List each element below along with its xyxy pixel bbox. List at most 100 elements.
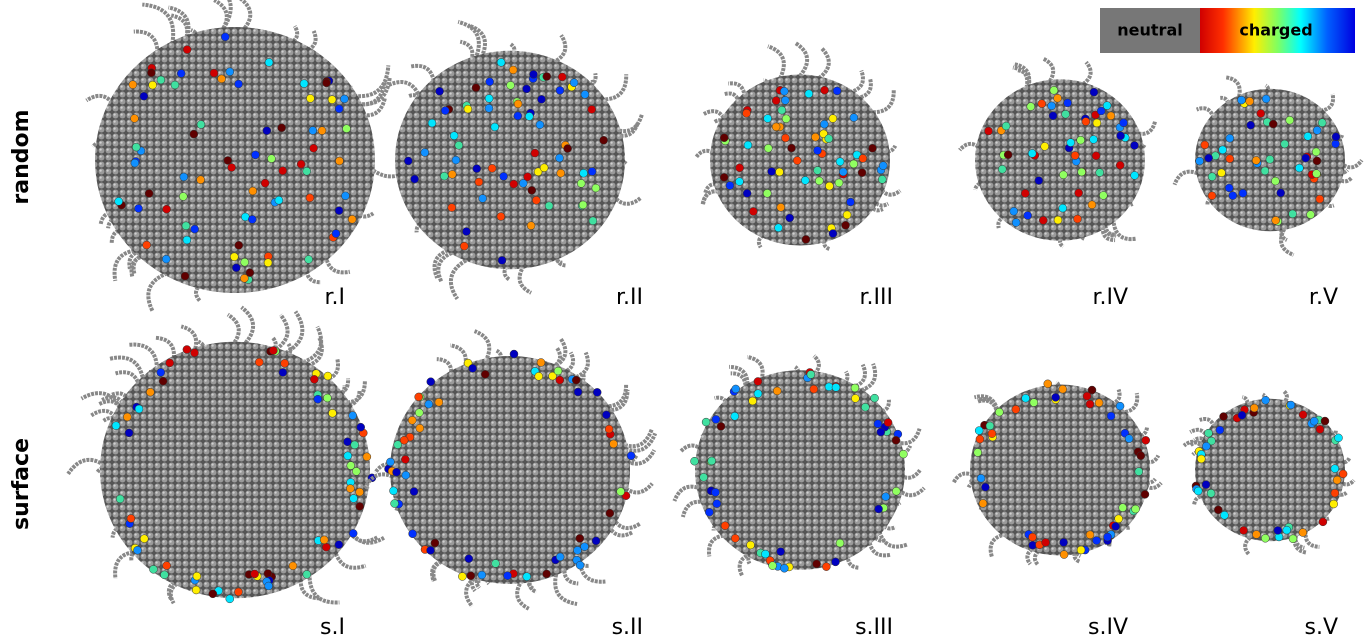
charged-bead	[780, 86, 789, 96]
charged-bead	[781, 96, 790, 105]
simulation-snapshot	[672, 354, 926, 577]
charged-bead	[274, 195, 284, 205]
charged-bead	[232, 263, 241, 273]
charged-bead	[1049, 86, 1059, 95]
charged-gradient	[1200, 8, 1355, 53]
charged-bead	[1040, 142, 1049, 151]
charged-bead	[532, 196, 541, 205]
charged-bead	[1214, 505, 1223, 515]
charged-bead	[891, 436, 901, 445]
charged-bead	[308, 126, 318, 135]
charged-bead	[334, 206, 344, 215]
charged-bead	[1200, 140, 1210, 150]
charged-bead	[1225, 154, 1235, 163]
charged-bead	[1023, 211, 1032, 220]
charged-bead	[1059, 538, 1068, 547]
charged-bead	[390, 499, 399, 508]
charged-bead	[1076, 135, 1085, 145]
charged-bead	[1092, 118, 1102, 128]
charged-bead	[401, 455, 410, 464]
charged-bead	[1332, 475, 1342, 485]
charged-bead	[1058, 203, 1067, 213]
charged-bead	[393, 440, 402, 449]
row-label: surface	[9, 438, 34, 530]
charged-bead	[263, 258, 273, 267]
charged-bead	[1303, 132, 1313, 141]
charged-bead	[555, 86, 565, 95]
charged-bead	[317, 126, 327, 135]
charged-bead	[576, 179, 586, 188]
polymer-strand	[1117, 392, 1140, 415]
polymer-strand	[155, 335, 176, 367]
charged-bead	[705, 507, 714, 517]
charged-bead	[179, 172, 189, 182]
charged-bead	[1096, 106, 1106, 116]
charged-bead	[858, 154, 868, 163]
charged-bead	[1245, 97, 1254, 106]
charged-bead	[822, 562, 831, 571]
charged-bead	[522, 84, 531, 94]
charged-bead	[240, 257, 249, 267]
charged-bead	[841, 221, 850, 230]
charged-bead	[1092, 536, 1101, 545]
charged-bead	[248, 186, 258, 196]
charged-bead	[1317, 118, 1327, 127]
charged-bead	[1011, 405, 1021, 414]
charged-bead	[1298, 410, 1308, 419]
charged-bead	[763, 114, 772, 123]
charged-bead	[1261, 94, 1271, 104]
charged-bead	[240, 274, 249, 283]
simulation-snapshot	[958, 57, 1158, 249]
charged-bead	[526, 221, 536, 230]
charged-bead	[834, 178, 844, 188]
charged-bead	[720, 521, 730, 530]
charged-bead	[230, 252, 239, 262]
charged-bead	[1106, 411, 1116, 421]
charged-bead	[1119, 118, 1128, 128]
polymer-strand	[973, 394, 1001, 418]
charged-bead	[838, 167, 848, 177]
charged-bead	[731, 534, 740, 543]
charged-bead	[719, 133, 729, 142]
charged-bead	[1082, 391, 1092, 401]
charged-bead	[485, 77, 494, 86]
charged-bead	[217, 74, 226, 84]
neutral-swatch	[1100, 8, 1200, 53]
charged-bead	[820, 85, 829, 95]
charged-bead	[1207, 172, 1217, 181]
charged-bead	[1219, 412, 1228, 421]
charged-bead	[1102, 101, 1112, 110]
charged-bead	[580, 90, 590, 99]
charged-bead	[1207, 436, 1216, 446]
charged-bead	[831, 557, 840, 567]
charged-bead	[1026, 102, 1036, 111]
charged-bead	[1103, 532, 1112, 542]
charged-bead	[1085, 530, 1095, 540]
charged-bead	[296, 159, 306, 169]
charged-bead	[162, 204, 171, 214]
charged-bead	[160, 570, 169, 580]
charged-bead	[414, 392, 423, 402]
charged-bead	[1106, 111, 1116, 121]
panel-label: s.I	[320, 615, 345, 637]
charged-bead	[264, 581, 273, 591]
particle-core	[1195, 398, 1345, 542]
charged-bead	[342, 124, 351, 133]
charged-bead	[742, 109, 751, 118]
charged-bead	[221, 32, 230, 42]
charged-bead	[558, 72, 567, 82]
charged-bead	[225, 67, 235, 77]
charged-bead	[484, 104, 494, 113]
panel-label: s.IV	[1088, 615, 1128, 637]
charged-bead	[1301, 153, 1310, 163]
panel-label: s.V	[1304, 615, 1338, 637]
charged-bead	[182, 45, 192, 54]
charged-bead	[225, 594, 235, 604]
charged-bead	[1073, 214, 1082, 224]
charged-bead	[1331, 132, 1341, 141]
charged-bead	[462, 227, 471, 236]
charged-bead	[1246, 120, 1255, 130]
polymer-strand	[1172, 169, 1206, 186]
polymer-strand	[317, 358, 340, 383]
polymer-strand	[845, 69, 865, 96]
